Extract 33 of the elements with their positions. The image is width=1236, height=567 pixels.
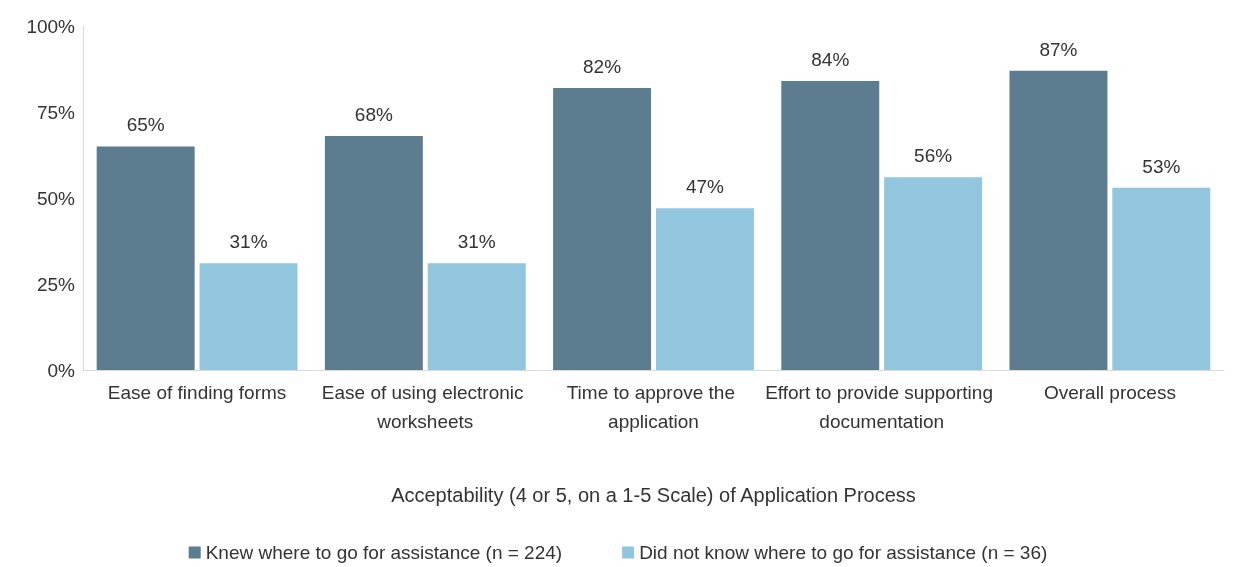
y-tick-label: 0%	[47, 359, 76, 381]
bar	[1009, 70, 1108, 370]
data-label: 68%	[354, 104, 393, 126]
data-label: 82%	[583, 55, 622, 77]
bar	[1112, 187, 1211, 370]
data-label: 84%	[811, 49, 850, 71]
data-label: 31%	[457, 231, 496, 253]
x-tick-label: Effort to provide supporting documentation	[765, 382, 999, 432]
x-tick-label: Ease of using electronic worksheets	[321, 382, 529, 432]
y-tick-label: 50%	[36, 187, 76, 209]
bar	[655, 208, 754, 370]
legend-label: Knew where to go for assistance (n = 224)	[205, 542, 563, 563]
bar	[884, 177, 983, 370]
bar	[324, 136, 423, 370]
bar	[199, 263, 298, 370]
x-axis-title: Acceptability (4 or 5, on a 1-5 Scale) of Application Process	[391, 484, 916, 506]
data-label: 56%	[914, 145, 953, 167]
x-tick-label: Time to approve the application	[566, 382, 741, 432]
data-label: 31%	[229, 231, 268, 253]
data-label: 87%	[1039, 38, 1078, 60]
y-tick-label: 25%	[36, 273, 76, 295]
bar	[96, 146, 195, 370]
y-tick-label: 100%	[26, 15, 76, 37]
x-tick-label: Ease of finding forms	[107, 382, 287, 403]
data-label: 65%	[126, 114, 165, 136]
data-label: 47%	[685, 176, 725, 198]
legend-label: Did not know where to go for assistance (n = 36)	[639, 542, 1048, 563]
bar	[553, 87, 652, 370]
bar	[781, 81, 880, 370]
y-tick-label: 75%	[36, 101, 76, 123]
data-label: 53%	[1142, 155, 1181, 177]
bar	[427, 263, 526, 370]
x-tick-label: Overall process	[1043, 382, 1176, 403]
